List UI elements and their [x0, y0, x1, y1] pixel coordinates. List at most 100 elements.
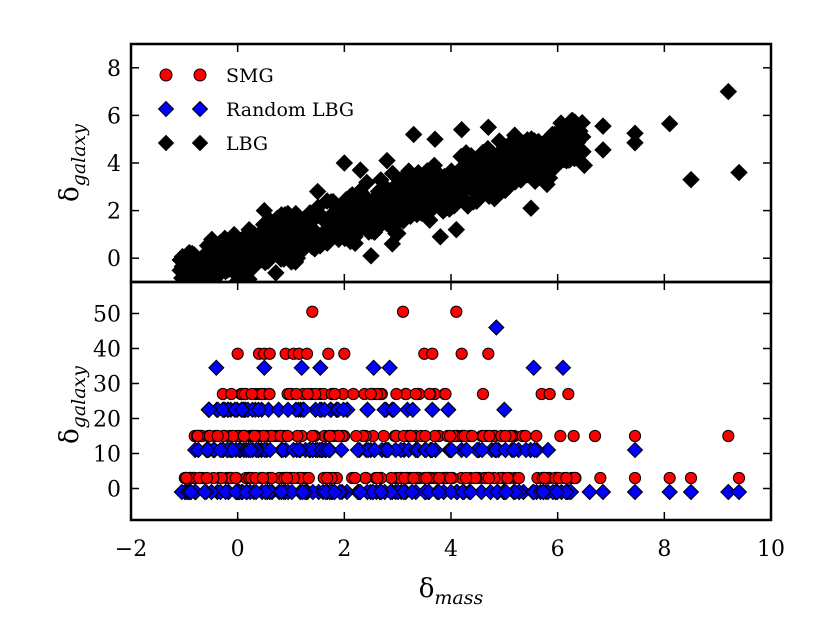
- random-lbg-point: [372, 483, 390, 501]
- lbg-point: [171, 251, 189, 269]
- smg-point: [281, 429, 294, 443]
- lbg-point: [534, 160, 552, 179]
- random-lbg-point: [473, 441, 491, 459]
- random-lbg-point: [273, 483, 290, 501]
- lbg-point: [292, 239, 311, 258]
- smg-point: [225, 387, 238, 401]
- smg-point: [328, 387, 341, 401]
- smg-point: [499, 429, 512, 443]
- smg-point: [554, 429, 567, 443]
- lbg-point: [499, 147, 517, 165]
- smg-point: [426, 347, 439, 360]
- lbg-point: [324, 192, 342, 211]
- lbg-point: [346, 228, 364, 246]
- lbg-point: [549, 142, 567, 160]
- y-tick-label: 10: [93, 443, 121, 468]
- legend-label: SMG: [226, 65, 274, 87]
- random-lbg-point: [326, 483, 343, 501]
- random-lbg-point: [526, 441, 543, 459]
- random-lbg-point: [497, 483, 515, 501]
- lbg-point: [719, 82, 738, 101]
- random-lbg-point: [442, 483, 460, 501]
- smg-point: [256, 471, 270, 485]
- random-lbg-point: [378, 441, 396, 459]
- lbg-point: [383, 235, 402, 253]
- bottom-y-axis: 0 10 20 30 40 50: [93, 303, 771, 503]
- smg-point: [404, 429, 417, 443]
- smg-point: [466, 429, 479, 443]
- x-tick-label: 0: [231, 537, 245, 562]
- lbg-point: [233, 230, 251, 249]
- smg-point: [385, 471, 398, 485]
- smg-point: [347, 387, 360, 401]
- smg-point: [348, 471, 362, 485]
- random-lbg-point: [359, 401, 376, 418]
- x-axis-label: δmass: [419, 574, 484, 609]
- smg-point: [482, 471, 495, 485]
- legend-entry: LBG: [157, 133, 268, 155]
- smg-point: [732, 471, 746, 485]
- lbg-point: [479, 118, 498, 137]
- smg-point: [371, 471, 384, 485]
- smg-point: [543, 387, 556, 401]
- bottom-x-axis: −2 0 2 4 6 8 10: [115, 282, 785, 562]
- x-tick-label: 2: [337, 537, 351, 562]
- y-tick-label: 4: [107, 152, 121, 177]
- smg-point: [320, 471, 334, 485]
- random-lbg-point: [214, 401, 232, 418]
- random-lbg-point: [626, 483, 644, 501]
- legend-marker: [191, 134, 209, 152]
- lbg-point: [360, 210, 378, 229]
- smg-point: [263, 347, 276, 360]
- smg-point: [663, 471, 676, 485]
- lbg-point: [355, 186, 373, 205]
- lbg-point: [420, 211, 439, 229]
- random-lbg-point: [535, 483, 552, 501]
- smg-point: [450, 305, 463, 318]
- smg-point: [562, 387, 575, 401]
- lbg-point: [660, 115, 679, 133]
- random-lbg-point: [312, 359, 329, 376]
- smg-point: [476, 387, 490, 401]
- y-tick-label: 6: [107, 104, 121, 129]
- lbg-point: [312, 206, 330, 225]
- x-tick-label: 10: [757, 537, 785, 562]
- smg-point: [444, 471, 457, 485]
- legend-entry: Random LBG: [157, 99, 354, 121]
- random-lbg-point: [366, 441, 383, 459]
- random-lbg-point: [548, 483, 565, 501]
- lbg-point: [343, 186, 362, 204]
- smg-point: [301, 387, 314, 401]
- random-lbg-point: [424, 401, 441, 418]
- random-lbg-point: [320, 441, 338, 459]
- smg-point: [722, 429, 735, 443]
- random-lbg-point: [250, 401, 267, 418]
- bottom-panel: 0 10 20 30 40 50 −2 0 2 4 6 8 10 δgalaxy δmass: [55, 280, 785, 609]
- lbg-point: [475, 155, 494, 173]
- y-tick-label: 30: [93, 373, 121, 398]
- lbg-point: [362, 247, 380, 265]
- random-lbg-point: [423, 441, 441, 459]
- random-lbg-point: [224, 441, 241, 459]
- smg-point: [560, 471, 573, 485]
- random-lbg-point: [316, 401, 333, 418]
- random-lbg-point: [352, 483, 369, 501]
- y-tick-label: 0: [107, 247, 121, 272]
- top-y-axis: 0 2 4 6 8: [107, 44, 772, 282]
- random-lbg-point: [335, 401, 352, 418]
- random-lbg-point: [199, 441, 216, 459]
- lbg-point: [381, 207, 400, 225]
- legend-entry: SMG: [159, 65, 274, 87]
- random-lbg-point: [594, 483, 612, 501]
- smg-point: [248, 429, 261, 443]
- smg-point: [519, 429, 532, 443]
- legend-marker: [159, 68, 173, 82]
- smg-point: [588, 429, 602, 443]
- random-lbg-point: [505, 441, 523, 459]
- smg-point: [263, 387, 276, 401]
- smg-point: [423, 387, 436, 401]
- lbg-point: [308, 182, 327, 201]
- lbg-point: [173, 283, 189, 299]
- random-lbg-point: [443, 441, 460, 459]
- legend: SMG Random LBG LBG: [157, 65, 354, 155]
